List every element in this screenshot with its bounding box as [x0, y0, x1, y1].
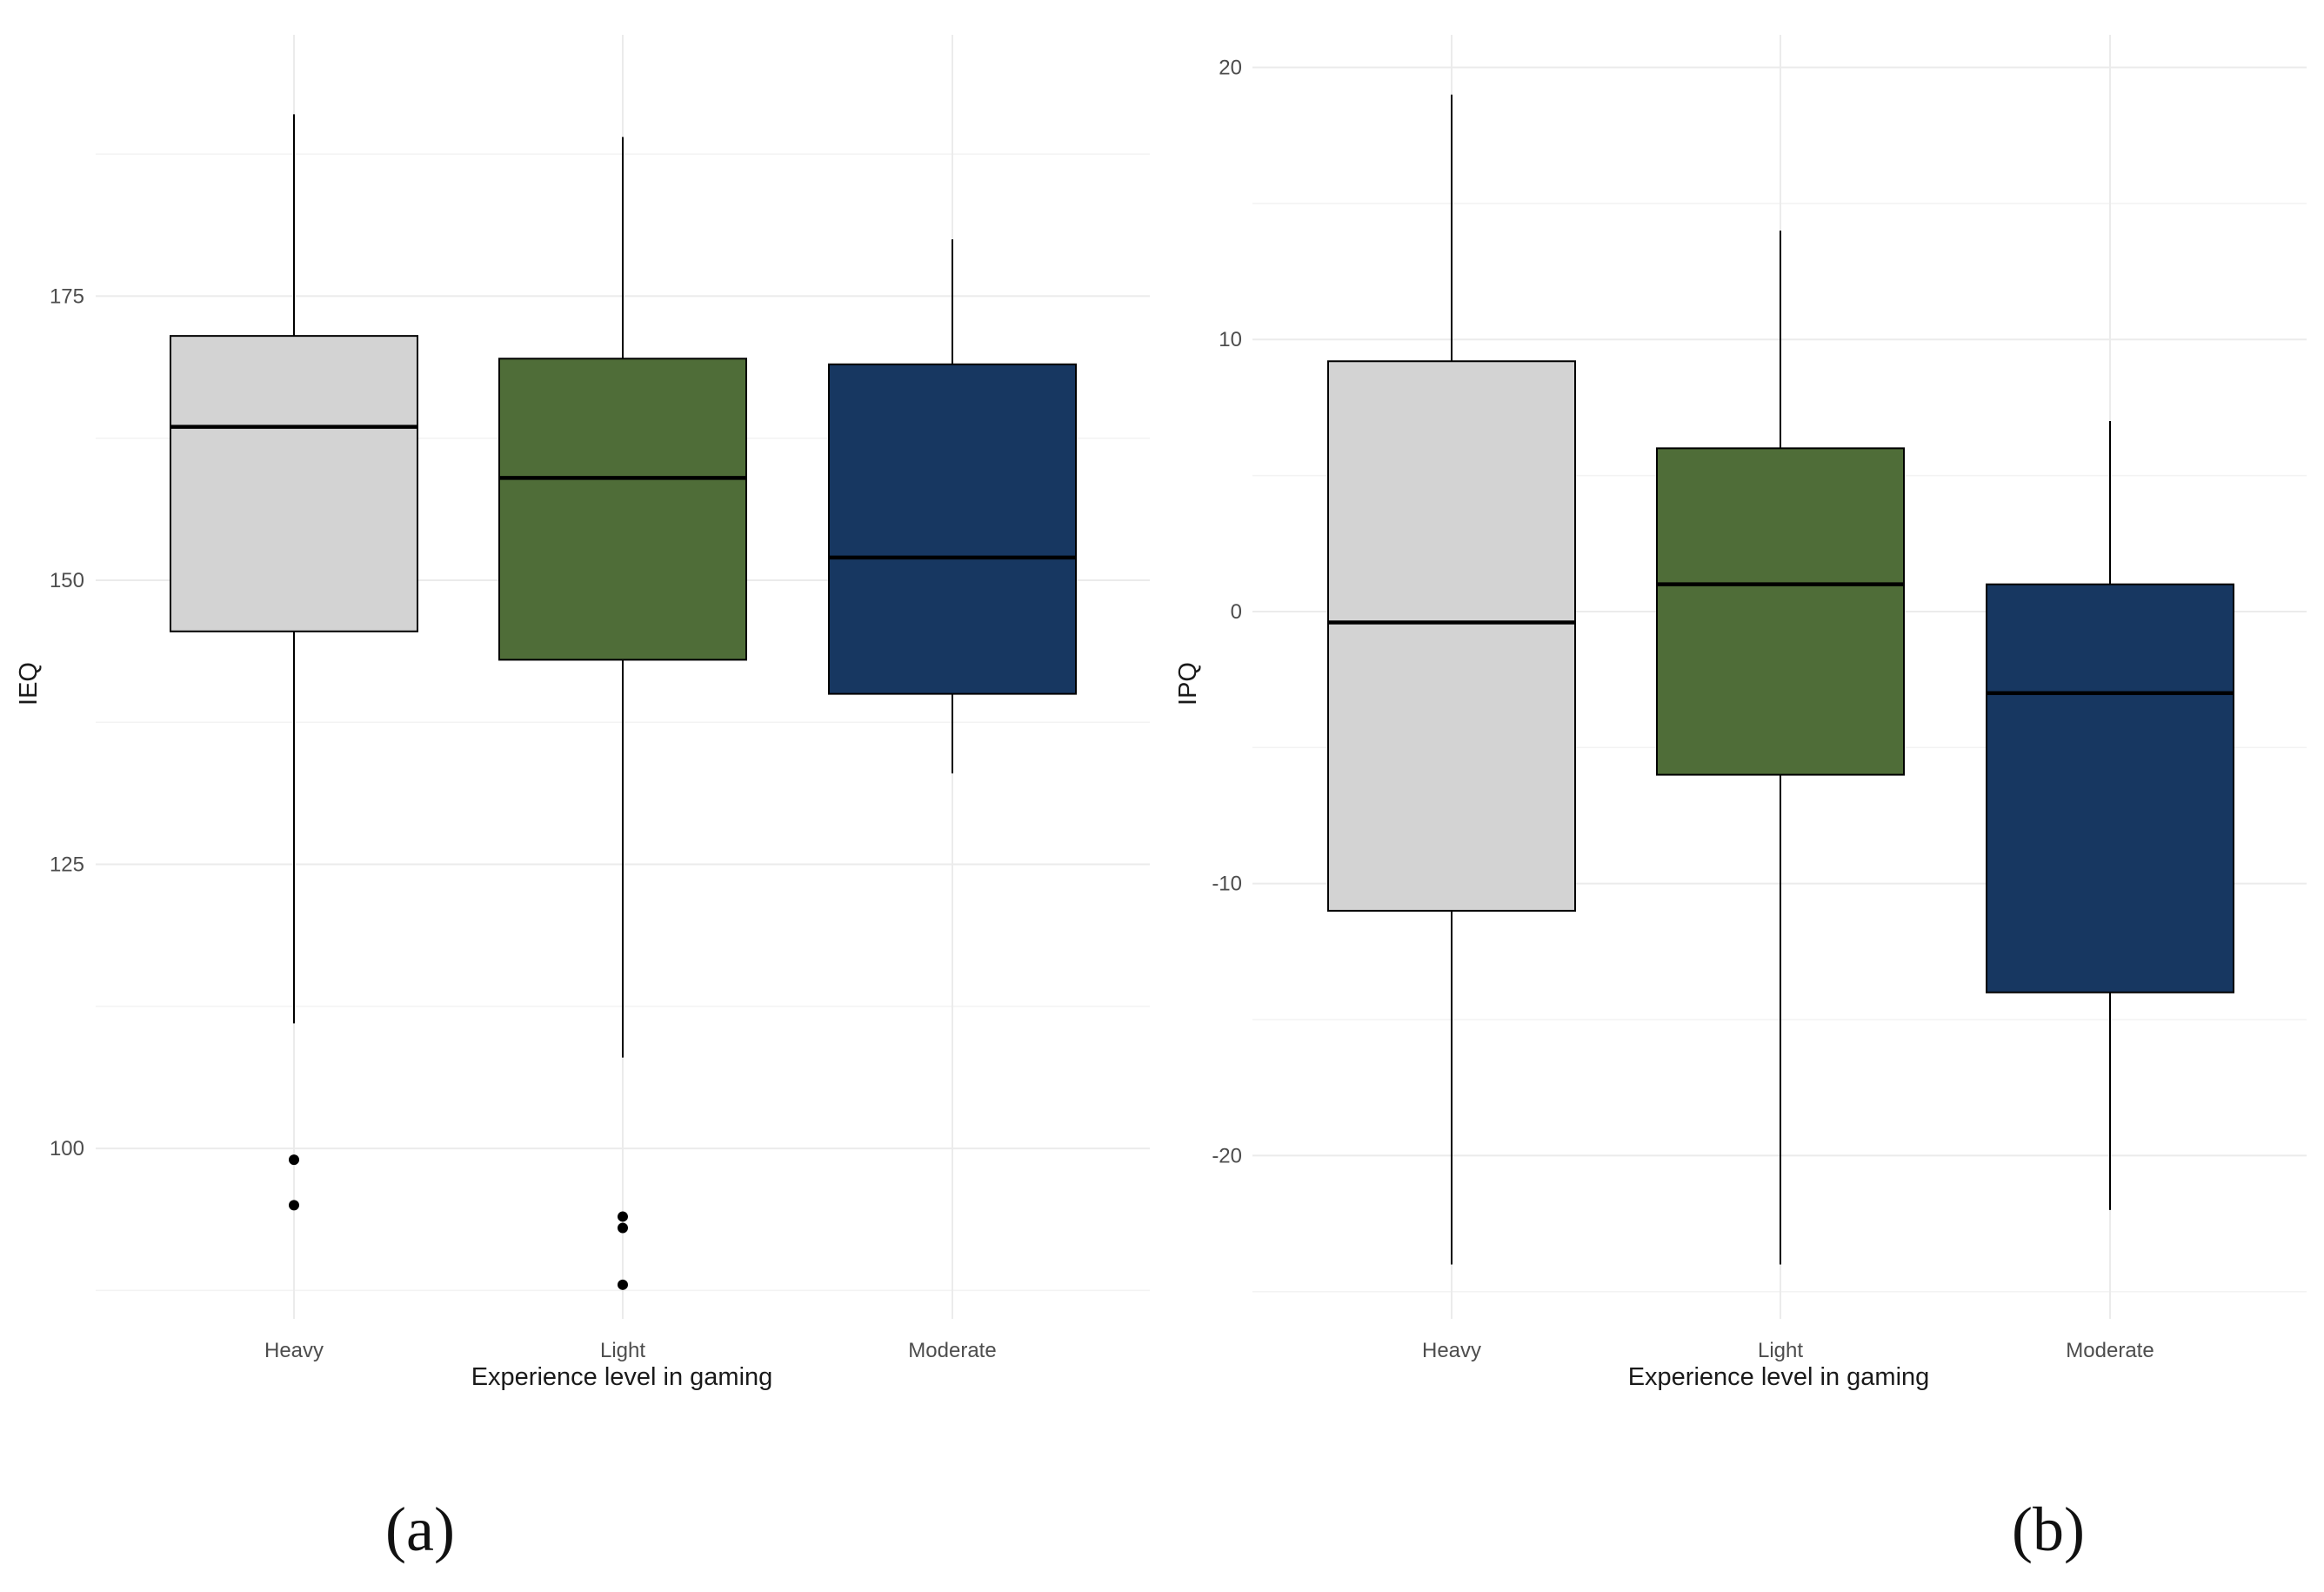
panel-b-label: (b) [2012, 1495, 2085, 1564]
panel-a-y-tick-label: 125 [50, 853, 84, 877]
panel-b-x-axis-title: Experience level in gaming [1628, 1363, 1930, 1391]
panel-b-box-heavy [1327, 94, 1576, 1265]
panel-a-x-axis-title: Experience level in gaming [471, 1363, 773, 1391]
panel-a-outlier-point-light [618, 1211, 628, 1222]
panel-a-x-tick-label: Moderate [908, 1339, 996, 1362]
panel-b-x-tick-label: Heavy [1422, 1339, 1481, 1362]
panel-a-y-tick-label: 150 [50, 569, 84, 592]
panel-a-ieq: 100 125 150 175 Heavy Light Moderate Experien… [15, 35, 1150, 1564]
panel-a-y-tick-label: 175 [50, 284, 84, 308]
panel-a-y-tick-label: 100 [50, 1137, 84, 1161]
panel-b-ipq: -20 -10 0 10 20 Heavy Light Moderate Experienc… [1174, 35, 2307, 1564]
panel-b-x-tick-label: Moderate [2066, 1339, 2154, 1362]
panel-a-iqr-box-heavy [170, 335, 418, 632]
panel-b-x-tick-label: Light [1758, 1339, 1803, 1362]
panel-b-y-axis-title: IPQ [1174, 662, 1202, 706]
panel-a-outlier-point-light [618, 1222, 628, 1234]
panel-b-iqr-box-light [1656, 447, 1905, 776]
panel-a-iqr-box-moderate [828, 363, 1077, 695]
panel-b-box-light [1656, 231, 1905, 1265]
panel-b-x-tick-labels: Heavy Light Moderate [1422, 1339, 2154, 1362]
panel-a-outlier-point-heavy [289, 1200, 299, 1211]
panel-b-y-tick-label: -20 [1212, 1144, 1242, 1167]
panel-a-iqr-box-light [498, 358, 747, 661]
panel-a-box-heavy [170, 114, 418, 1211]
panel-a-boxes [170, 114, 1077, 1290]
panel-b-y-tick-label: 0 [1231, 600, 1242, 624]
panel-b-iqr-box-moderate [1986, 583, 2234, 993]
panel-b-y-tick-label: 10 [1219, 328, 1242, 351]
panel-b-box-moderate [1986, 421, 2234, 1210]
panel-b-y-tick-label: -10 [1212, 873, 1242, 896]
panel-a-box-light [498, 137, 747, 1290]
panel-b-y-tick-label: 20 [1219, 57, 1242, 80]
panel-a-y-axis-title: IEQ [15, 662, 43, 706]
panel-b-y-tick-labels: -20 -10 0 10 20 [1212, 57, 1242, 1168]
panel-a-outlier-point-heavy [289, 1154, 299, 1166]
panel-a-box-moderate [828, 239, 1077, 774]
panel-a-x-tick-label: Light [600, 1339, 645, 1362]
panel-b-iqr-box-heavy [1327, 360, 1576, 912]
panel-a-x-tick-labels: Heavy Light Moderate [264, 1339, 997, 1362]
panel-a-y-tick-labels: 100 125 150 175 [50, 284, 84, 1161]
panel-a-outlier-point-light [618, 1279, 628, 1290]
panel-a-label: (a) [385, 1495, 455, 1564]
panel-a-x-tick-label: Heavy [264, 1339, 324, 1362]
panel-b-boxes [1327, 94, 2234, 1265]
